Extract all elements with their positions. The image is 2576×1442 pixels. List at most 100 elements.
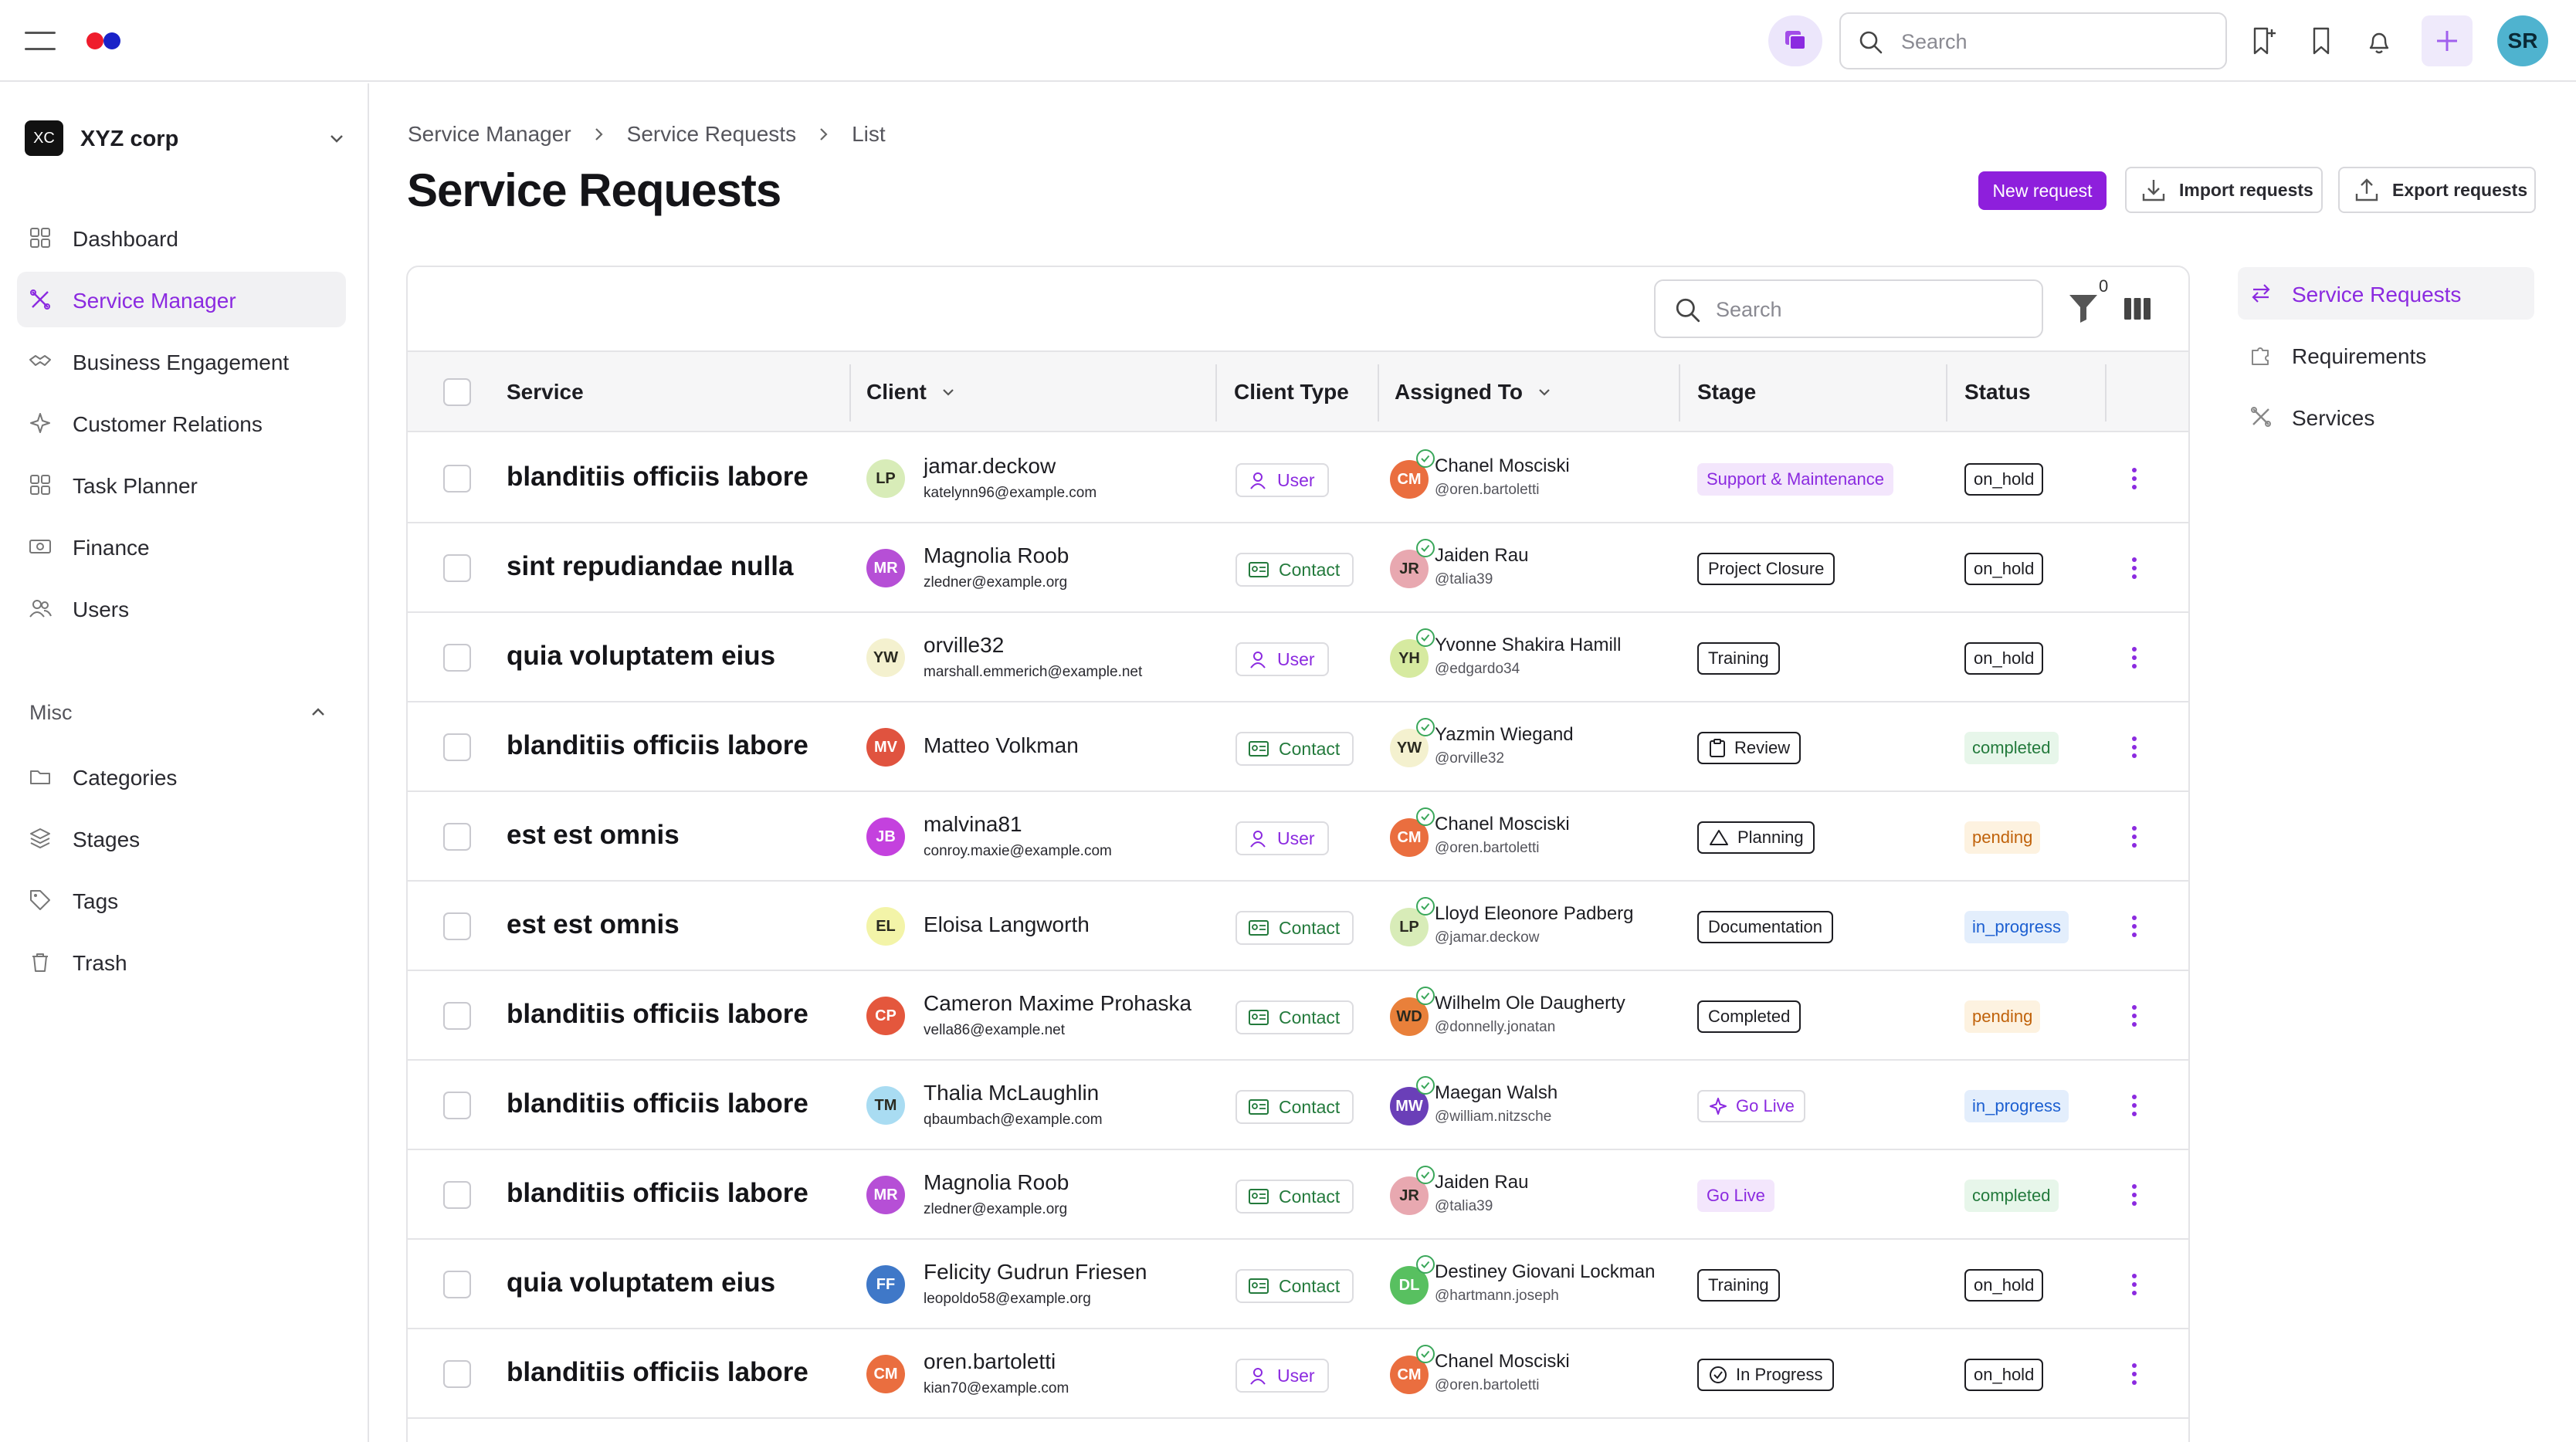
table-row[interactable]: quia voluptatem eius FF Felicity Gudrun Fr… bbox=[408, 1240, 2188, 1329]
row-checkbox[interactable] bbox=[443, 823, 471, 851]
column-divider[interactable] bbox=[1378, 364, 1379, 421]
row-actions-kebab-icon[interactable] bbox=[2127, 1360, 2142, 1388]
row-checkbox[interactable] bbox=[443, 465, 471, 493]
assignee-name[interactable]: Yvonne Shakira Hamill bbox=[1435, 635, 1622, 655]
row-actions-kebab-icon[interactable] bbox=[2127, 1181, 2142, 1209]
breadcrumb-item[interactable]: Service Manager bbox=[408, 122, 571, 146]
section-nav-service-requests[interactable]: Service Requests bbox=[2238, 267, 2534, 320]
client-name[interactable]: Magnolia Roob bbox=[924, 1170, 1069, 1194]
assignee-name[interactable]: Lloyd Eleonore Padberg bbox=[1435, 903, 1634, 924]
client-name[interactable]: jamar.deckow bbox=[924, 454, 1056, 478]
sidebar-item-users[interactable]: Users bbox=[17, 581, 346, 636]
column-client-type[interactable]: Client Type bbox=[1234, 352, 1349, 432]
column-divider[interactable] bbox=[1679, 364, 1680, 421]
column-divider[interactable] bbox=[2105, 364, 2107, 421]
sidebar-item-dashboard[interactable]: Dashboard bbox=[17, 210, 346, 266]
column-divider[interactable] bbox=[849, 364, 851, 421]
row-checkbox[interactable] bbox=[443, 1002, 471, 1030]
org-switcher[interactable]: XC XYZ corp bbox=[25, 113, 347, 162]
row-actions-kebab-icon[interactable] bbox=[2127, 733, 2142, 761]
filter-icon[interactable] bbox=[2066, 289, 2100, 327]
assignee-name[interactable]: Chanel Mosciski bbox=[1435, 455, 1570, 476]
assignee-name[interactable]: Yazmin Wiegand bbox=[1435, 724, 1574, 745]
table-search[interactable] bbox=[1654, 279, 2043, 338]
sidebar-item-finance[interactable]: Finance bbox=[17, 519, 346, 574]
service-name[interactable]: quia voluptatem eius bbox=[507, 641, 776, 671]
section-nav-requirements[interactable]: Requirements bbox=[2238, 329, 2534, 381]
service-name[interactable]: blanditiis officiis labore bbox=[507, 999, 808, 1029]
row-checkbox[interactable] bbox=[443, 1092, 471, 1119]
sidebar-item-stages[interactable]: Stages bbox=[17, 811, 346, 866]
column-assigned-to[interactable]: Assigned To bbox=[1395, 352, 1554, 432]
service-name[interactable]: quia voluptatem eius bbox=[507, 1268, 776, 1298]
service-name[interactable]: sint repudiandae nulla bbox=[507, 551, 794, 581]
row-checkbox[interactable] bbox=[443, 554, 471, 582]
table-row[interactable]: blanditiis officiis labore MV Matteo Volkm… bbox=[408, 702, 2188, 792]
sidebar-item-business-engagement[interactable]: Business Engagement bbox=[17, 333, 346, 389]
sidebar-item-task-planner[interactable]: Task Planner bbox=[17, 457, 346, 513]
client-name[interactable]: Magnolia Roob bbox=[924, 543, 1069, 567]
row-checkbox[interactable] bbox=[443, 733, 471, 761]
service-name[interactable]: blanditiis officiis labore bbox=[507, 1178, 808, 1208]
service-name[interactable]: est est omnis bbox=[507, 820, 680, 850]
table-search-input[interactable] bbox=[1716, 293, 2025, 326]
row-checkbox[interactable] bbox=[443, 644, 471, 672]
service-name[interactable]: blanditiis officiis labore bbox=[507, 730, 808, 760]
table-row[interactable]: est est omnis EL Eloisa Langworth Contact LP… bbox=[408, 882, 2188, 971]
table-row[interactable]: blanditiis officiis labore TM Thalia McLau… bbox=[408, 1061, 2188, 1150]
user-avatar[interactable]: SR bbox=[2497, 15, 2548, 66]
column-divider[interactable] bbox=[1946, 364, 1947, 421]
sidebar-item-tags[interactable]: Tags bbox=[17, 872, 346, 928]
import-requests-button[interactable]: Import requests bbox=[2125, 167, 2323, 213]
bookmark-add-icon[interactable] bbox=[2247, 25, 2279, 57]
section-nav-services[interactable]: Services bbox=[2238, 391, 2534, 443]
sidebar-item-trash[interactable]: Trash bbox=[17, 934, 346, 990]
select-all-checkbox[interactable] bbox=[443, 378, 471, 406]
row-actions-kebab-icon[interactable] bbox=[2127, 823, 2142, 851]
row-checkbox[interactable] bbox=[443, 1360, 471, 1388]
column-client[interactable]: Client bbox=[866, 352, 958, 432]
assignee-name[interactable]: Wilhelm Ole Daugherty bbox=[1435, 993, 1625, 1014]
row-checkbox[interactable] bbox=[443, 1271, 471, 1298]
service-name[interactable]: est est omnis bbox=[507, 909, 680, 939]
chevron-up-icon[interactable] bbox=[307, 701, 329, 723]
table-row[interactable]: sint repudiandae nulla MR Magnolia Roob zle… bbox=[408, 523, 2188, 613]
client-name[interactable]: orville32 bbox=[924, 633, 1005, 657]
client-name[interactable]: Matteo Volkman bbox=[924, 733, 1079, 757]
sidebar-item-service-manager[interactable]: Service Manager bbox=[17, 272, 346, 327]
bell-icon[interactable] bbox=[2363, 25, 2395, 57]
client-name[interactable]: Felicity Gudrun Friesen bbox=[924, 1260, 1147, 1284]
column-stage[interactable]: Stage bbox=[1697, 352, 1756, 432]
assignee-name[interactable]: Jaiden Rau bbox=[1435, 545, 1529, 566]
row-checkbox[interactable] bbox=[443, 1181, 471, 1209]
global-search[interactable] bbox=[1839, 12, 2227, 69]
new-request-button[interactable]: New request bbox=[1978, 171, 2107, 210]
row-actions-kebab-icon[interactable] bbox=[2127, 912, 2142, 940]
row-checkbox[interactable] bbox=[443, 912, 471, 940]
bookmark-icon[interactable] bbox=[2305, 25, 2337, 57]
client-name[interactable]: oren.bartoletti bbox=[924, 1349, 1056, 1373]
assignee-name[interactable]: Destiney Giovani Lockman bbox=[1435, 1261, 1656, 1282]
assignee-name[interactable]: Chanel Mosciski bbox=[1435, 1351, 1570, 1372]
app-logo[interactable] bbox=[86, 31, 125, 49]
export-requests-button[interactable]: Export requests bbox=[2338, 167, 2536, 213]
row-actions-kebab-icon[interactable] bbox=[2127, 1002, 2142, 1030]
row-actions-kebab-icon[interactable] bbox=[2127, 554, 2142, 582]
table-row[interactable]: blanditiis officiis labore CP Cameron Maxi… bbox=[408, 971, 2188, 1061]
column-service[interactable]: Service bbox=[507, 352, 584, 432]
sidebar-item-categories[interactable]: Categories bbox=[17, 749, 346, 804]
client-name[interactable]: Cameron Maxime Prohaska bbox=[924, 991, 1192, 1015]
table-row[interactable]: est est omnis JB malvina81 conroy.maxie@exa… bbox=[408, 792, 2188, 882]
column-status[interactable]: Status bbox=[1964, 352, 2031, 432]
breadcrumb-item[interactable]: Service Requests bbox=[626, 122, 797, 146]
service-name[interactable]: blanditiis officiis labore bbox=[507, 462, 808, 492]
columns-icon[interactable] bbox=[2122, 293, 2153, 324]
table-row[interactable]: blanditiis officiis labore MR Magnolia Roo… bbox=[408, 1150, 2188, 1240]
client-name[interactable]: Eloisa Langworth bbox=[924, 912, 1090, 936]
assignee-name[interactable]: Jaiden Rau bbox=[1435, 1172, 1529, 1193]
table-row[interactable]: blanditiis officiis labore CM oren.bartole… bbox=[408, 1329, 2188, 1419]
row-actions-kebab-icon[interactable] bbox=[2127, 644, 2142, 672]
row-actions-kebab-icon[interactable] bbox=[2127, 1271, 2142, 1298]
row-actions-kebab-icon[interactable] bbox=[2127, 465, 2142, 493]
table-row[interactable]: quia voluptatem eius YW orville32 marshall.… bbox=[408, 613, 2188, 702]
